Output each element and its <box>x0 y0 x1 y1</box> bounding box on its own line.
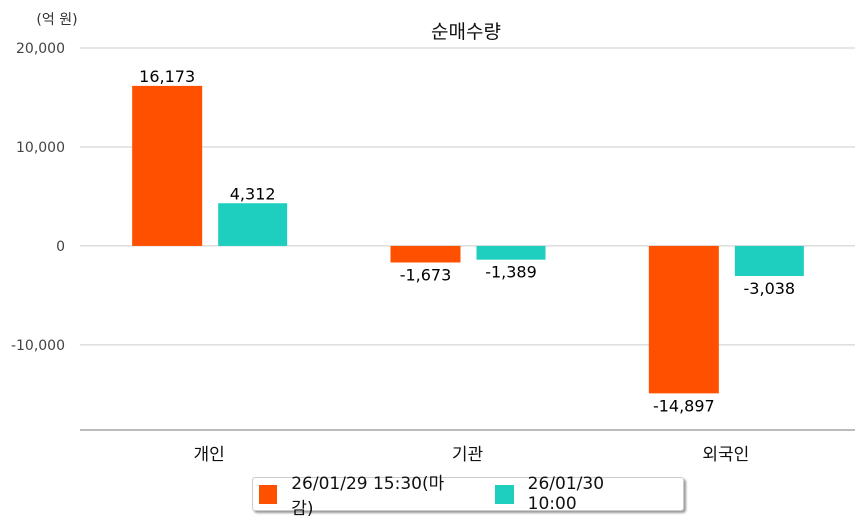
y-tick-label: 10,000 <box>16 140 65 156</box>
legend-label: 26/01/29 15:30(마감) <box>291 474 445 519</box>
unit-label: (억 원) <box>36 12 77 28</box>
legend-swatch <box>495 484 514 504</box>
bar[interactable] <box>218 203 288 246</box>
legend-swatch <box>259 484 278 504</box>
data-label: -1,673 <box>400 265 452 284</box>
data-label: 16,173 <box>139 67 195 86</box>
x-tick-label: 기관 <box>452 445 483 465</box>
bar[interactable] <box>648 245 719 394</box>
legend-item-series-1[interactable]: 26/01/29 15:30(마감) <box>259 469 459 519</box>
x-tick-label: 외국인 <box>702 445 749 465</box>
data-label: -1,389 <box>485 263 537 282</box>
data-label: -14,897 <box>653 396 715 415</box>
legend-label: 26/01/30 10:00 <box>527 474 605 514</box>
bar[interactable] <box>390 245 461 263</box>
bar[interactable] <box>132 85 203 246</box>
bar[interactable] <box>734 245 804 276</box>
x-tick-label: 개인 <box>194 445 225 465</box>
y-tick-label: 0 <box>56 239 65 255</box>
data-label: -3,038 <box>744 279 796 298</box>
legend-item-series-2[interactable]: 26/01/30 10:00 <box>495 474 653 514</box>
legend: 26/01/29 15:30(마감) 26/01/30 10:00 <box>252 474 684 519</box>
y-tick-label: -10,000 <box>11 338 65 354</box>
data-label: 4,312 <box>230 184 276 203</box>
y-tick-label: 20,000 <box>16 41 65 57</box>
chart-title: 순매수량 <box>431 21 501 43</box>
bar[interactable] <box>476 245 546 260</box>
